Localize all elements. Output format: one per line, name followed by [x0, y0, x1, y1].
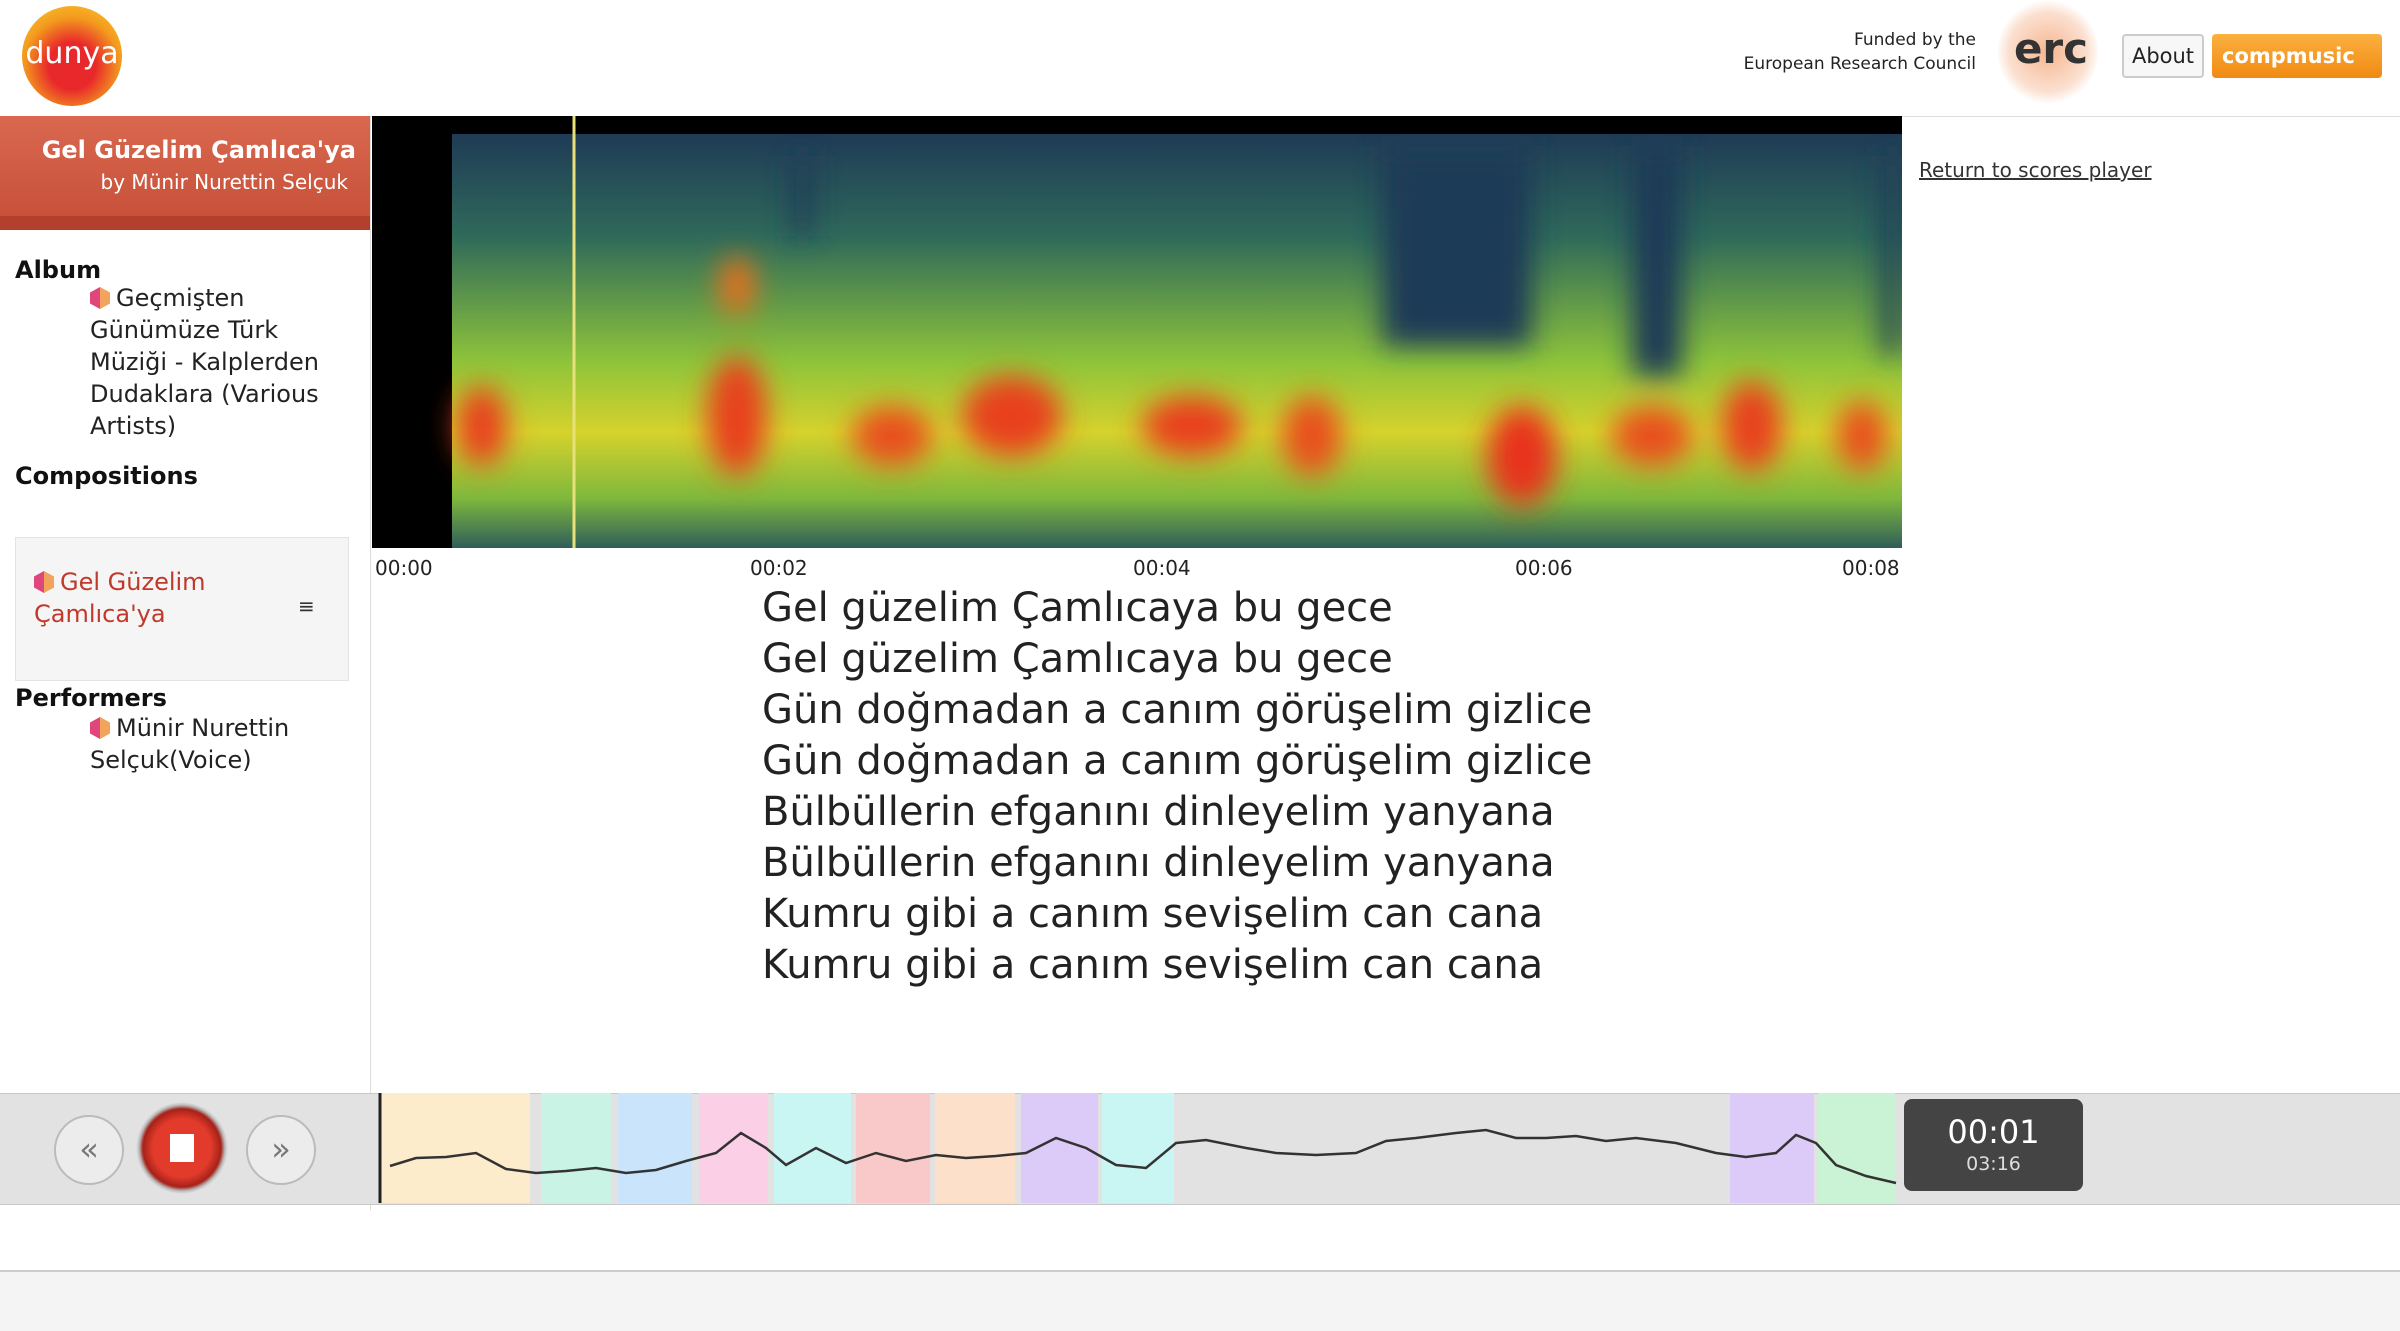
icon [90, 717, 110, 739]
performer[interactable]: Münir Nurettin Selçuk(Voice) [90, 712, 320, 776]
lyric-line: Gel güzelim Çamlıcaya bu gece [762, 585, 1393, 631]
composition-card[interactable]: Gel Güzelim Çamlıca'ya ≡ [15, 537, 349, 681]
menu-icon[interactable]: ≡ [298, 594, 315, 618]
compositions-heading: Compositions [15, 462, 198, 490]
performers-heading: Performers [15, 684, 167, 712]
album[interactable]: Geçmişten Günümüze Türk Müziği - Kalpler… [90, 282, 320, 442]
recording-title: Gel Güzelim Çamlıca'ya [41, 136, 356, 164]
erc-logo: erc [1998, 0, 2098, 104]
login-text: compmusic [2222, 44, 2355, 68]
lyric-line: Kumru gibi a canım sevişelim can cana [762, 942, 1544, 988]
lyric-line: Gün doğmadan a canım görüşelim gizlice [762, 738, 1593, 784]
stop-button[interactable] [136, 1102, 228, 1194]
about-button[interactable]: About [2122, 34, 2204, 78]
lyric-line: Bülbüllerin efganını dinleyelim yanyana [762, 840, 1555, 886]
time-display: 00:01 03:16 [1904, 1099, 2083, 1191]
album-heading: Album [15, 256, 102, 284]
spectrogram [372, 116, 1902, 548]
forward-button[interactable]: » [246, 1115, 316, 1185]
lyric-line: Bülbüllerin efganını dinleyelim yanyana [762, 789, 1555, 835]
login-button[interactable]: compmusic [2212, 34, 2382, 78]
stop-icon [170, 1134, 194, 1162]
time-label: 00:04 [1133, 556, 1191, 580]
recording-header: Gel Güzelim Çamlıca'ya by Münir Nurettin… [0, 116, 370, 230]
duration: 03:16 [1966, 1153, 2021, 1175]
recording-artist: by Münir Nurettin Selçuk [100, 170, 348, 194]
performer-name: Münir Nurettin Selçuk(Voice) [90, 714, 290, 774]
lyric-line: Gel güzelim Çamlıcaya bu gece [762, 636, 1393, 682]
return-link[interactable]: Return to scores player [1919, 158, 2152, 182]
funding-line: Funded by the [1854, 30, 1976, 50]
rewind-button[interactable]: « [54, 1115, 124, 1185]
energy-blobs [457, 146, 1902, 506]
sidebar-border [370, 116, 371, 1210]
album-name: Geçmişten Günümüze Türk Müziği - Kalpler… [90, 284, 320, 440]
funding-line: European Research Council [1743, 54, 1976, 74]
lyric-line: Gün doğmadan a canım görüşelim gizlice [762, 687, 1593, 733]
composition: Gel Güzelim Çamlıca'ya [34, 566, 234, 630]
time-label: 00:02 [750, 556, 808, 580]
funding: Funded by the European Research Council [1700, 28, 1976, 76]
erc-text: erc [2013, 24, 2089, 73]
current-time: 00:01 [1947, 1113, 2040, 1151]
icon [90, 287, 110, 309]
lyric-line: Kumru gibi a canım sevişelim can cana [762, 891, 1544, 937]
pitch-track[interactable] [376, 1093, 1906, 1203]
time-label: 00:06 [1515, 556, 1573, 580]
composition-name: Gel Güzelim Çamlıca'ya [34, 568, 206, 628]
logo[interactable]: dunya [22, 6, 122, 106]
footer [0, 1270, 2400, 1331]
time-label: 00:00 [375, 556, 433, 580]
icon [34, 571, 54, 593]
logo-text: dunya [25, 36, 119, 71]
time-label: 00:08 [1842, 556, 1900, 580]
